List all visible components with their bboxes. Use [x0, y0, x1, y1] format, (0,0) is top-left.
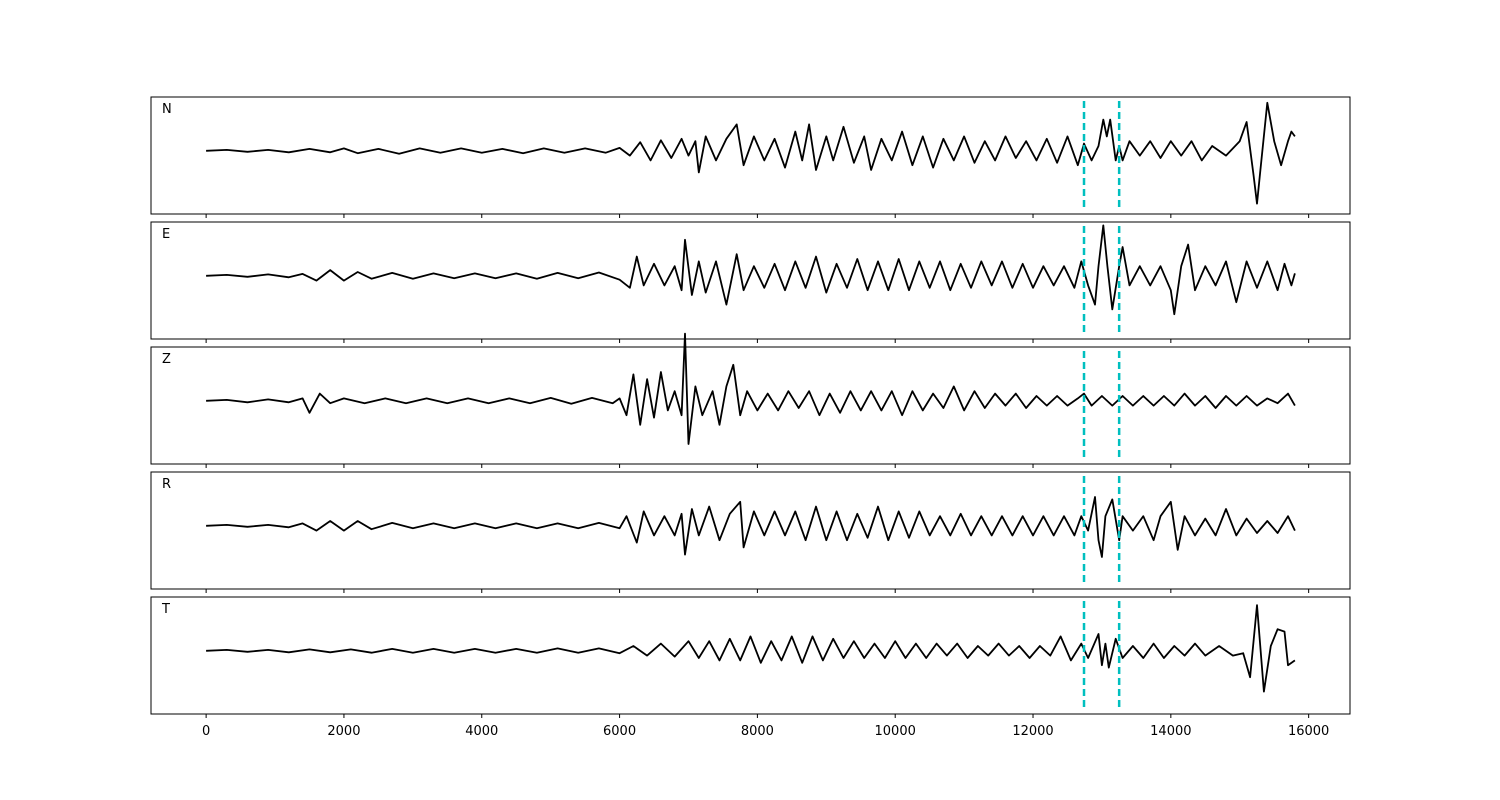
x-tick-label: 6000	[603, 724, 636, 739]
panel-frame	[150, 596, 1351, 715]
x-tick-label: 0	[202, 724, 210, 739]
x-tick-label: 4000	[465, 724, 498, 739]
x-tick-label: 10000	[875, 724, 916, 739]
panel-t: T	[150, 596, 1351, 718]
channel-label: E	[162, 227, 170, 242]
panel-r: R	[150, 471, 1351, 593]
panel-frame	[150, 221, 1351, 340]
waveform-trace	[206, 101, 1296, 205]
panel-frame	[150, 96, 1351, 215]
panel-frame	[150, 346, 1351, 465]
channel-label: T	[161, 602, 170, 617]
x-axis: 0 2000 4000 6000 8000 10000 12000 14000 16000	[202, 724, 1329, 739]
waveform-trace	[206, 604, 1296, 693]
trace-panels: N E Z R T	[150, 96, 1351, 718]
waveform-trace	[206, 224, 1296, 316]
panel-frame	[150, 471, 1351, 590]
channel-label: N	[162, 102, 172, 117]
x-tick-label: 2000	[327, 724, 360, 739]
panel-n: N	[150, 96, 1351, 218]
x-tick-label: 12000	[1012, 724, 1053, 739]
channel-label: R	[162, 477, 171, 492]
waveform-trace	[206, 332, 1296, 445]
x-tick-label: 14000	[1150, 724, 1191, 739]
panel-z: Z	[150, 332, 1351, 468]
x-tick-label: 8000	[741, 724, 774, 739]
x-tick-label: 16000	[1288, 724, 1329, 739]
waveform-trace	[206, 496, 1296, 558]
panel-e: E	[150, 221, 1351, 343]
channel-label: Z	[162, 352, 171, 367]
